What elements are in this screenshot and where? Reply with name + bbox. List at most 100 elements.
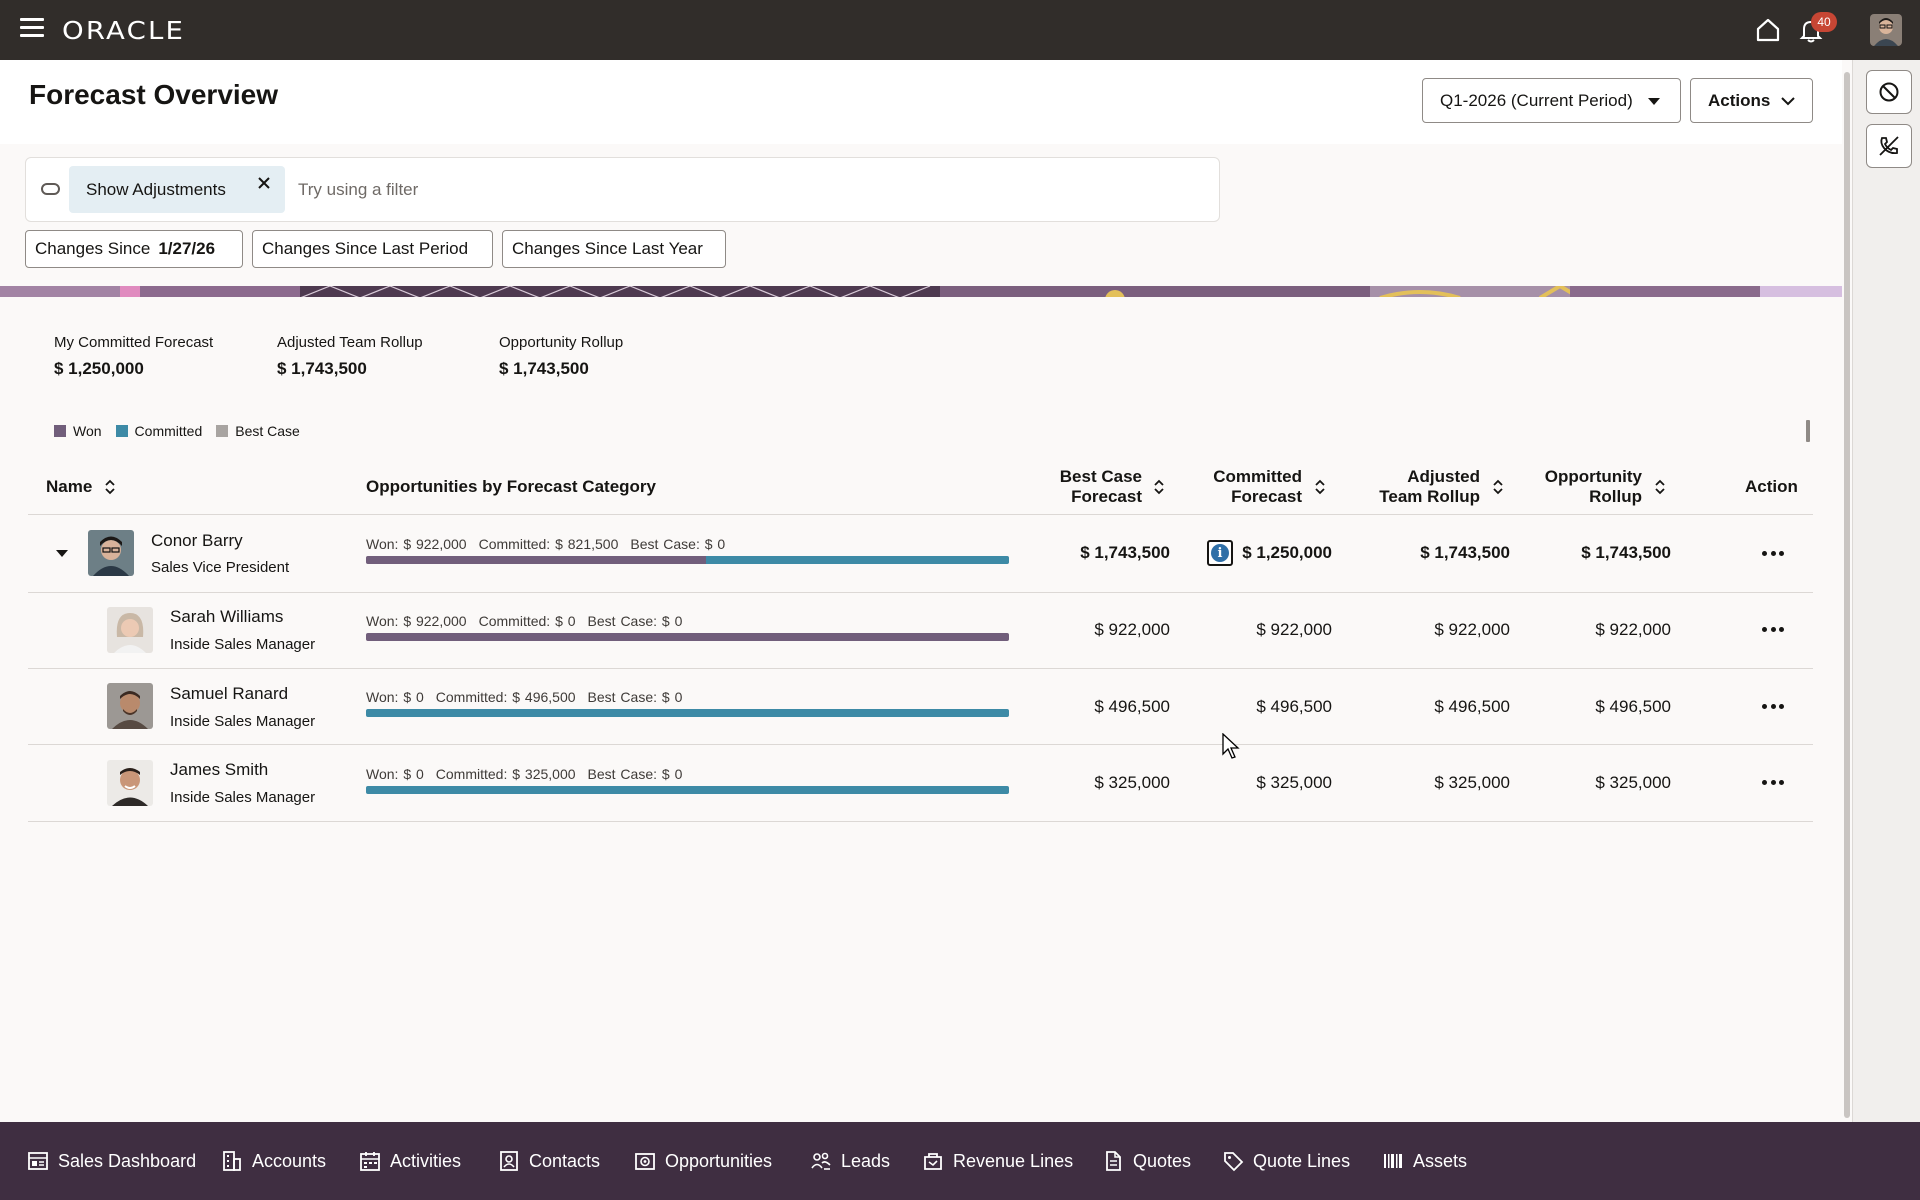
avatar-sarah-williams: [107, 607, 153, 653]
summary-committed-forecast-label: My Committed Forecast: [54, 334, 214, 351]
column-header-name[interactable]: Name: [46, 477, 93, 496]
phone-off-button[interactable]: [1866, 124, 1912, 168]
filter-toggle-icon[interactable]: [41, 183, 60, 195]
adjusted-header-line2: Team Rollup: [1379, 487, 1480, 506]
decorative-banner: [0, 285, 1842, 297]
notification-count-badge: 40: [1811, 12, 1837, 32]
page-title: Forecast Overview: [29, 79, 279, 110]
tag-icon: [1224, 1152, 1244, 1172]
column-header-committed-forecast[interactable]: Committed Forecast: [1180, 467, 1302, 507]
caret-down-icon: [1648, 98, 1660, 105]
changes-since-last-period-button[interactable]: Changes Since Last Period: [252, 230, 493, 268]
leads-icon: [811, 1152, 831, 1170]
legend-item-committed: Committed: [115, 423, 202, 439]
right-utility-rail: [1852, 60, 1920, 1122]
sort-committed-icon[interactable]: [1314, 478, 1326, 496]
committed-forecast-value[interactable]: $ 325,000: [1256, 773, 1332, 792]
summary-adjusted-team-rollup-label: Adjusted Team Rollup: [277, 334, 423, 351]
do-not-disturb-button[interactable]: [1866, 70, 1912, 114]
committed-header-line1: Committed: [1213, 467, 1302, 486]
committed-forecast-value[interactable]: $ 1,250,000: [1242, 543, 1332, 562]
summary-committed-forecast-value: $ 1,250,000: [54, 359, 144, 378]
committed-forecast-value[interactable]: $ 922,000: [1256, 620, 1332, 639]
filter-search-input[interactable]: [298, 168, 1198, 212]
changes-since-last-year-label: Changes Since Last Year: [512, 239, 703, 258]
changes-since-date-button[interactable]: Changes Since 1/27/26: [25, 230, 243, 268]
mouse-pointer-icon: [1222, 733, 1240, 759]
best-case-forecast-value: $ 922,000: [1094, 620, 1170, 639]
forecast-category-bar: [366, 709, 1009, 717]
page-scrollbar[interactable]: [1844, 72, 1850, 1118]
nav-accounts[interactable]: Accounts: [221, 1150, 326, 1172]
employee-name[interactable]: James Smith: [170, 760, 269, 779]
nav-leads[interactable]: Leads: [810, 1150, 890, 1172]
avatar-james-smith: [107, 760, 153, 806]
won-amount: Won: $ 0: [366, 766, 424, 782]
nav-assets[interactable]: Assets: [1382, 1150, 1467, 1172]
legend-label-best-case: Best Case: [235, 423, 300, 439]
employee-name[interactable]: Sarah Williams: [170, 607, 284, 626]
row-actions-more-icon[interactable]: [1762, 704, 1784, 710]
committed-forecast-value[interactable]: $ 496,500: [1256, 697, 1332, 716]
nav-label: Opportunities: [665, 1150, 773, 1171]
opportunity-breakdown-label: Won: $ 0 Committed: $ 325,000 Best Case: $…: [366, 766, 694, 782]
committed-amount: Committed: $ 496,500: [435, 689, 576, 705]
bar-segment-committed: [366, 786, 1009, 794]
nav-label: Sales Dashboard: [58, 1150, 197, 1171]
nav-opportunities[interactable]: Opportunities: [634, 1150, 772, 1172]
legend-swatch-committed: [115, 425, 128, 437]
column-header-opportunity-rollup[interactable]: Opportunity Rollup: [1520, 467, 1642, 507]
employee-name[interactable]: Samuel Ranard: [170, 684, 289, 703]
best-case-forecast-value: $ 325,000: [1094, 773, 1170, 792]
summary-opportunity-rollup-label: Opportunity Rollup: [499, 334, 624, 351]
legend-item-best-case: Best Case: [216, 423, 300, 439]
row-actions-more-icon[interactable]: [1762, 780, 1784, 786]
adjusted-team-rollup-value: $ 922,000: [1434, 620, 1510, 639]
best-case-amount: Best Case: $ 0: [587, 689, 683, 705]
revenue-lines-icon: [924, 1153, 942, 1170]
column-header-adjusted-team-rollup[interactable]: Adjusted Team Rollup: [1340, 467, 1480, 507]
nav-quotes[interactable]: Quotes: [1102, 1150, 1191, 1172]
row-divider: [28, 592, 1813, 593]
table-scroll-indicator[interactable]: [1806, 420, 1810, 442]
actions-menu-button[interactable]: Actions: [1690, 78, 1813, 123]
employee-name[interactable]: Conor Barry: [151, 531, 243, 550]
opportunity-rollup-value: $ 325,000: [1595, 773, 1671, 792]
nav-label: Quotes: [1133, 1150, 1192, 1171]
column-header-action: Action: [1745, 477, 1798, 496]
nav-revenue-lines[interactable]: Revenue Lines: [922, 1150, 1073, 1172]
filter-chip-show-adjustments[interactable]: Show Adjustments: [69, 166, 285, 213]
menu-hamburger-icon[interactable]: [20, 18, 44, 40]
nav-contacts[interactable]: Contacts: [498, 1150, 600, 1172]
sort-best-case-icon[interactable]: [1153, 478, 1165, 496]
row-actions-more-icon[interactable]: [1762, 551, 1784, 557]
oracle-logo[interactable]: ORACLE: [62, 16, 186, 45]
header-divider: [28, 514, 1813, 515]
changes-since-last-period-label: Changes Since Last Period: [262, 239, 469, 258]
adjusted-team-rollup-value: $ 496,500: [1434, 697, 1510, 716]
nav-quote-lines[interactable]: Quote Lines: [1222, 1150, 1350, 1172]
adjusted-header-line1: Adjusted: [1407, 467, 1480, 486]
user-avatar[interactable]: [1870, 14, 1902, 46]
employee-title: Inside Sales Manager: [170, 636, 316, 653]
column-header-best-case-forecast[interactable]: Best Case Forecast: [1020, 467, 1142, 507]
remove-filter-close-icon[interactable]: [254, 173, 274, 193]
sort-adjusted-icon[interactable]: [1492, 478, 1504, 496]
home-icon[interactable]: [1754, 16, 1782, 44]
sort-name-icon[interactable]: [104, 478, 116, 496]
legend-label-won: Won: [73, 423, 102, 439]
changes-since-last-year-button[interactable]: Changes Since Last Year: [502, 230, 726, 268]
adjustment-info-icon[interactable]: i: [1207, 540, 1233, 566]
nav-activities[interactable]: Activities: [359, 1150, 461, 1172]
sort-opp-rollup-icon[interactable]: [1654, 478, 1666, 496]
period-select[interactable]: Q1-2026 (Current Period): [1422, 78, 1681, 123]
bar-segment-won: [366, 633, 1009, 641]
nav-sales-dashboard[interactable]: Sales Dashboard: [27, 1150, 196, 1172]
forecast-category-legend: Won Committed Best Case: [54, 423, 314, 439]
expand-collapse-caret-icon[interactable]: [56, 550, 68, 557]
global-header: [0, 0, 1920, 60]
forecast-category-bar: [366, 556, 1009, 564]
row-actions-more-icon[interactable]: [1762, 627, 1784, 633]
committed-amount: Committed: $ 0: [478, 613, 576, 629]
won-amount: Won: $ 0: [366, 689, 424, 705]
